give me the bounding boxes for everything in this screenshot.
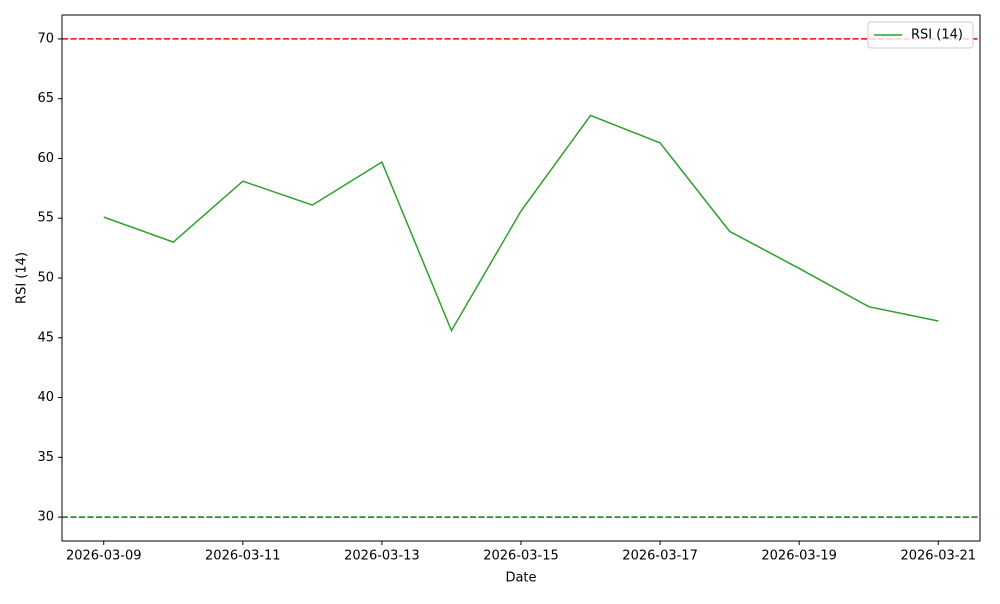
x-axis-label: Date: [505, 571, 536, 586]
y-tick-label: 40: [37, 390, 54, 405]
plot-frame: [61, 14, 981, 542]
y-tick-label: 30: [37, 510, 54, 525]
y-tick-label: 65: [37, 91, 54, 106]
y-tick-label: 70: [37, 31, 54, 46]
x-tick-label: 2026-03-11: [205, 549, 281, 564]
y-tick-label: 60: [37, 151, 54, 166]
y-tick-label: 50: [37, 271, 54, 286]
y-tick-label: 55: [37, 211, 54, 226]
y-axis-label: RSI (14): [15, 252, 30, 304]
x-tick-label: 2026-03-19: [761, 549, 837, 564]
x-tick-label: 2026-03-21: [900, 549, 976, 564]
x-tick-label: 2026-03-15: [483, 549, 559, 564]
legend-box: [867, 21, 974, 49]
data-line: [103, 114, 939, 333]
x-tick-label: 2026-03-17: [622, 549, 698, 564]
y-tick-label: 45: [37, 330, 54, 345]
x-tick-label: 2026-03-09: [66, 549, 142, 564]
x-tick-label: 2026-03-13: [344, 549, 420, 564]
y-tick-label: 35: [37, 450, 54, 465]
legend-label: RSI (14): [911, 28, 963, 43]
